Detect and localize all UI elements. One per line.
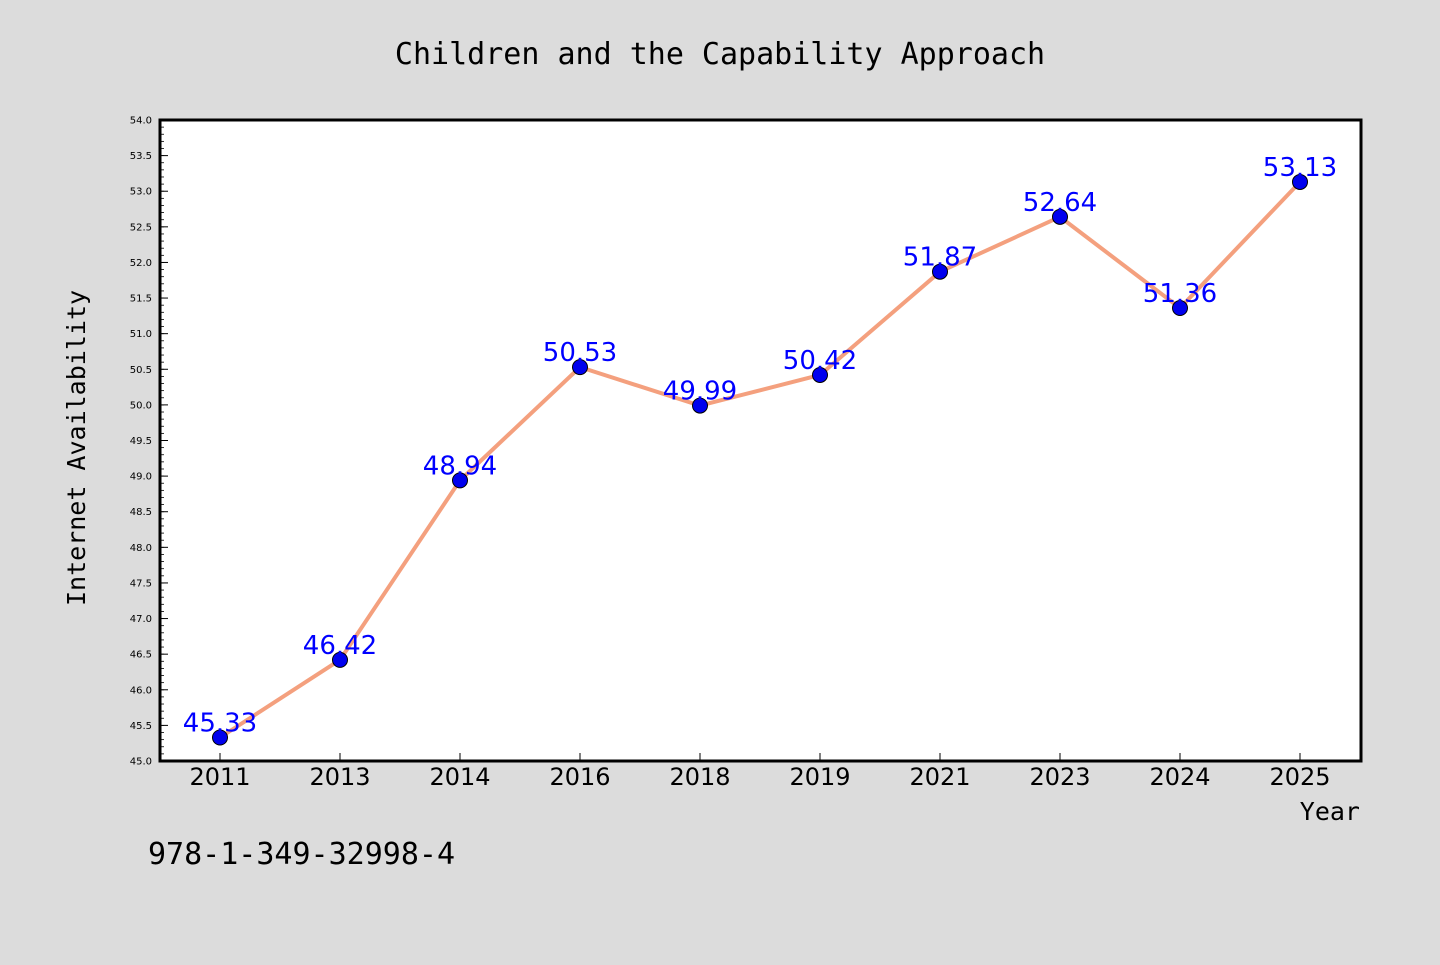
data-label: 49.99 [663,377,737,407]
data-point [1172,300,1188,317]
data-label: 46.42 [303,631,377,661]
y-tick-label: 48.5 [130,507,152,518]
data-label: 50.53 [543,338,617,368]
y-tick-label: 51.5 [130,294,152,305]
data-label: 45.33 [183,708,257,738]
x-tick-label: 2013 [309,763,370,791]
data-point [572,359,588,376]
data-label: 53.13 [1263,153,1337,183]
y-tick-label: 50.0 [130,400,152,411]
y-tick-label: 52.0 [130,258,152,269]
x-axis: 2011 2013 2014 2016 2018 2019 2021 2023 2024 2025 [189,753,1331,791]
data-label: 51.36 [1143,279,1217,309]
x-tick-label: 2023 [1029,763,1090,791]
data-label: 50.42 [783,346,857,376]
x-tick-label: 2011 [189,763,250,791]
x-tick-label: 2024 [1149,763,1210,791]
data-point [1052,208,1068,225]
y-tick-label: 54.0 [130,116,152,127]
y-tick-label: 49.0 [130,472,152,483]
data-label: 52.64 [1023,188,1097,218]
data-labels: 45.33 46.42 48.94 50.53 49.99 50.42 51.87 52.64… [183,153,1337,739]
data-point [812,366,828,383]
chart-title: Children and the Capability Approach [395,37,1045,72]
x-tick-label: 2019 [789,763,850,791]
y-tick-label: 53.0 [130,187,152,198]
y-tick-label: 52.5 [130,222,152,233]
data-point [692,397,708,414]
x-tick-label: 2021 [909,763,970,791]
y-tick-label: 51.0 [130,329,152,340]
x-tick-label: 2018 [669,763,730,791]
data-point [1292,173,1308,190]
y-tick-label: 45.5 [130,721,152,732]
y-tick-label: 46.0 [130,685,152,696]
plot-area [158,118,1363,763]
data-point [332,651,348,668]
data-label: 51.87 [903,243,977,273]
data-point [212,729,228,746]
y-tick-label: 48.0 [130,543,152,554]
isbn-annotation: 978-1-349-32998-4 [148,837,455,872]
y-tick-label: 45.0 [130,757,152,768]
y-tick-label: 50.5 [130,365,152,376]
series-line [218,180,1302,740]
y-tick-label: 53.5 [130,151,152,162]
y-tick-label: 49.5 [130,436,152,447]
x-tick-label: 2025 [1269,763,1330,791]
x-tick-label: 2014 [429,763,490,791]
x-axis-title: Year [1300,797,1360,826]
data-point [932,263,948,280]
y-tick-label: 46.5 [130,650,152,661]
y-tick-label: 47.0 [130,614,152,625]
x-tick-label: 2016 [549,763,610,791]
data-point [452,472,468,489]
y-tick-label: 47.5 [130,578,152,589]
y-axis-title: Internet Availability [62,290,91,606]
data-label: 48.94 [423,451,497,481]
series-markers [212,173,1308,746]
y-axis: 45.0 45.5 46.0 46.5 47.0 47.5 48.0 48.5 49.0 49.5… [130,116,168,768]
